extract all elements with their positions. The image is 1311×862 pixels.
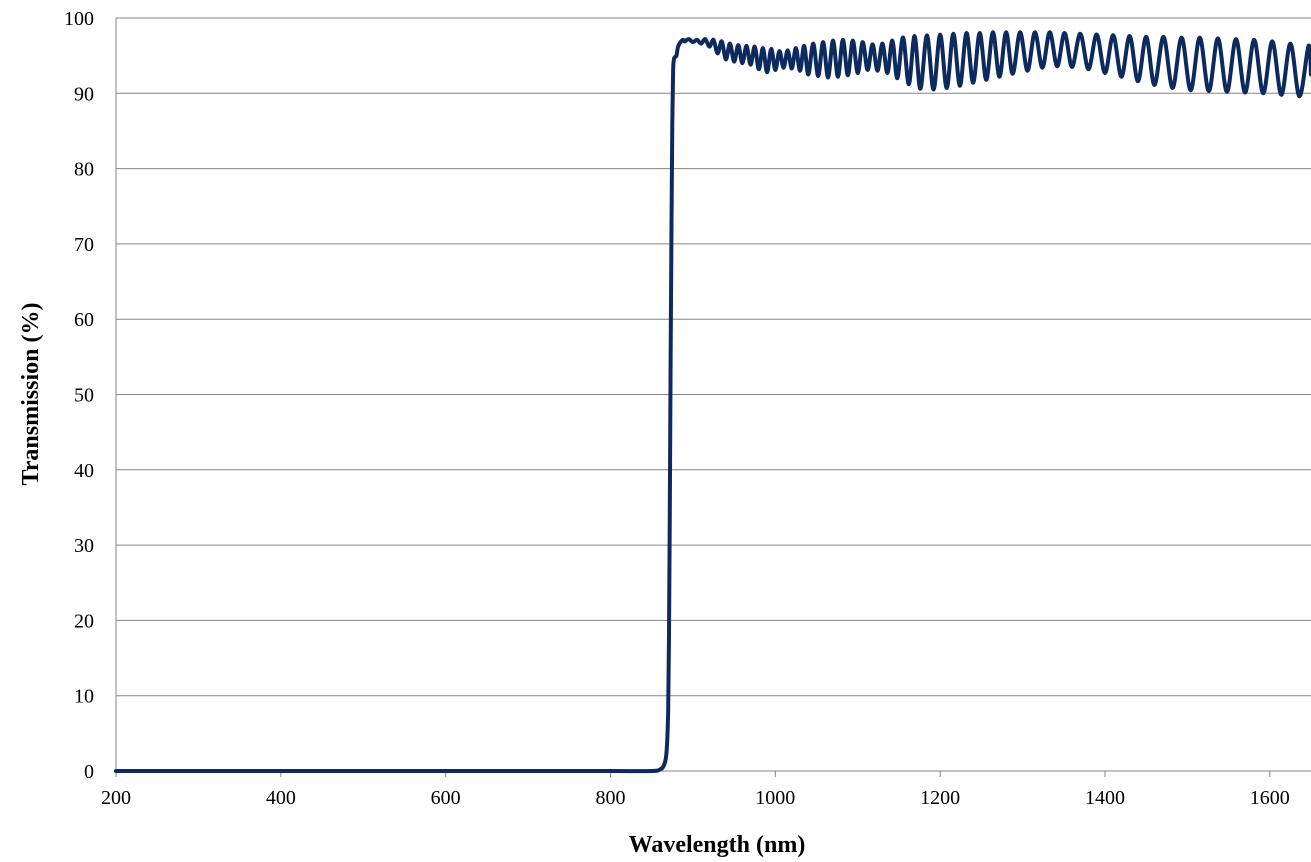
x-tick-labels: 200 400 600 800 1000 1200 1400 1600 bbox=[101, 787, 1290, 809]
x-tick-label-1200: 1200 bbox=[920, 787, 960, 809]
grid-lines bbox=[116, 17, 1311, 697]
y-tick-label-100: 100 bbox=[64, 8, 94, 30]
y-axis-title: Transmission (%) bbox=[18, 303, 44, 486]
y-tick-label-10: 10 bbox=[74, 686, 94, 708]
x-tick-label-800: 800 bbox=[595, 787, 625, 809]
y-tick-label-50: 50 bbox=[74, 385, 94, 407]
x-tick-label-1000: 1000 bbox=[755, 787, 795, 809]
x-tick-label-400: 400 bbox=[266, 787, 296, 809]
y-tick-label-90: 90 bbox=[74, 83, 94, 105]
y-tick-label-80: 80 bbox=[74, 159, 94, 181]
x-axis-title: Wavelength (nm) bbox=[629, 832, 806, 858]
y-tick-label-0: 0 bbox=[84, 761, 94, 783]
y-tick-label-60: 60 bbox=[74, 309, 94, 331]
y-tick-label-30: 30 bbox=[74, 535, 94, 557]
axes bbox=[115, 18, 1311, 777]
x-tick-label-1400: 1400 bbox=[1085, 787, 1125, 809]
y-tick-label-70: 70 bbox=[74, 234, 94, 256]
y-tick-labels: 0 10 20 30 40 50 60 70 80 90 100 bbox=[64, 8, 94, 783]
series-line-0 bbox=[114, 30, 1311, 774]
y-tick-label-20: 20 bbox=[74, 610, 94, 632]
x-tick-label-200: 200 bbox=[101, 787, 131, 809]
x-tick-label-600: 600 bbox=[431, 787, 461, 809]
series-group bbox=[114, 30, 1311, 774]
x-tick-label-1600: 1600 bbox=[1250, 787, 1290, 809]
y-tick-label-40: 40 bbox=[74, 460, 94, 482]
